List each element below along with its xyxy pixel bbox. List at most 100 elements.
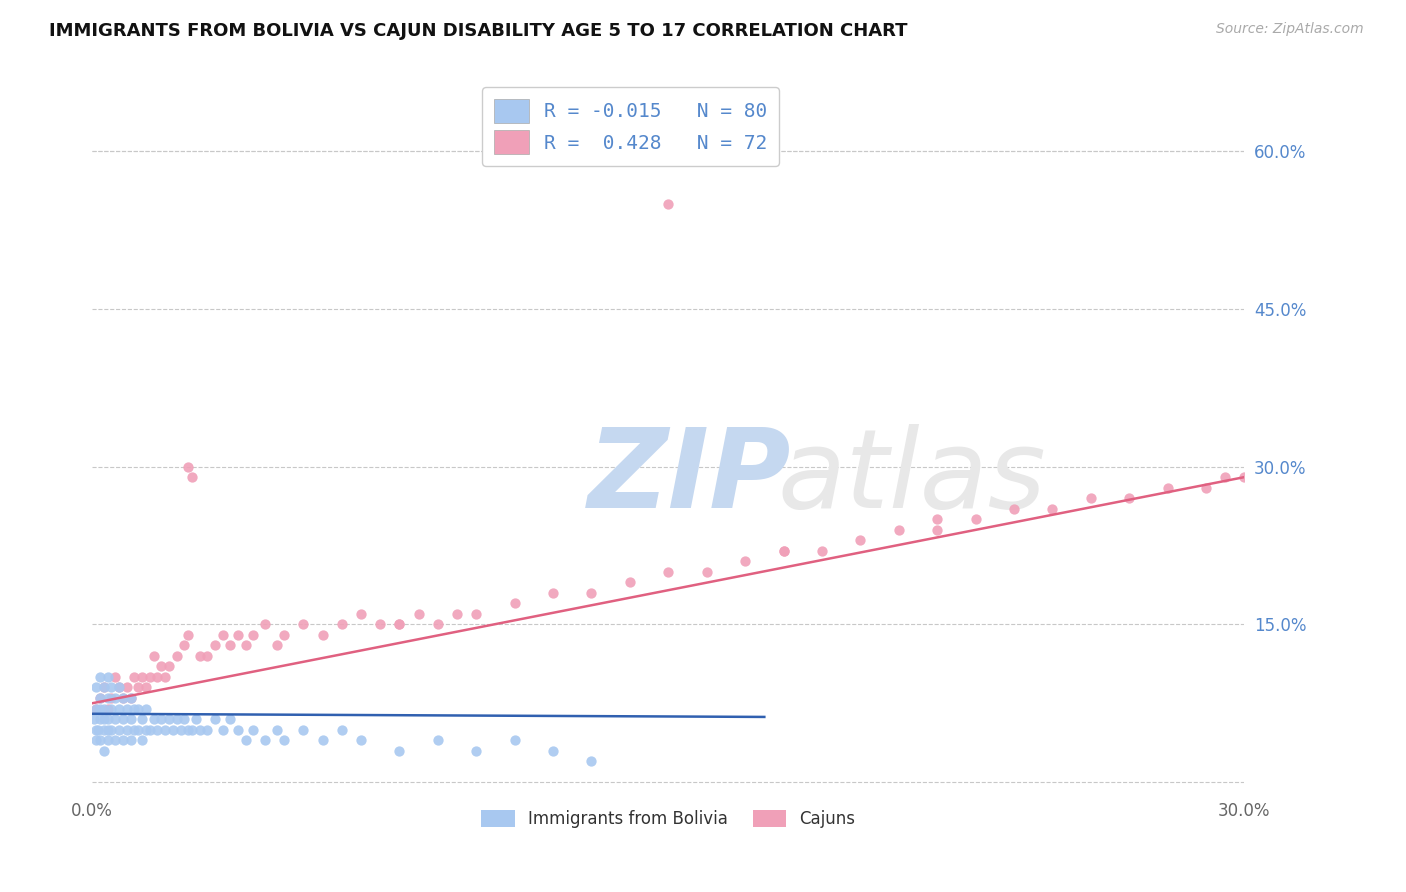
Point (1233, 470, 1256, 484)
Point (772, 543, 794, 558)
Point (242, 628, 264, 642)
Point (1040, 501, 1063, 516)
Point (811, 543, 834, 558)
Point (120, 691, 142, 706)
Point (89, 701, 111, 715)
Point (96, 701, 118, 715)
Point (111, 733, 134, 747)
Point (146, 670, 169, 684)
Point (266, 723, 288, 737)
Point (127, 681, 149, 695)
Point (772, 543, 794, 558)
Point (120, 691, 142, 706)
Point (188, 723, 211, 737)
Point (235, 733, 257, 747)
Point (93, 701, 115, 715)
Point (177, 459, 200, 474)
Point (1213, 470, 1236, 484)
Point (104, 670, 127, 684)
Point (120, 712, 142, 726)
Point (226, 723, 249, 737)
Point (93, 743, 115, 757)
Point (1271, 470, 1294, 484)
Text: IMMIGRANTS FROM BOLIVIA VS CAJUN DISABILITY AGE 5 TO 17 CORRELATION CHART: IMMIGRANTS FROM BOLIVIA VS CAJUN DISABIL… (49, 22, 908, 40)
Point (127, 723, 149, 737)
Point (127, 701, 149, 715)
Point (426, 617, 449, 632)
Point (104, 733, 127, 747)
Point (96, 691, 118, 706)
Point (153, 670, 176, 684)
Point (108, 723, 131, 737)
Point (131, 733, 153, 747)
Point (311, 733, 333, 747)
Point (226, 628, 249, 642)
Point (242, 723, 264, 737)
Point (211, 628, 233, 642)
Point (350, 607, 373, 621)
Point (135, 701, 157, 715)
Point (581, 586, 603, 600)
Point (204, 639, 226, 653)
Point (734, 554, 756, 568)
Point (157, 659, 180, 673)
Point (87, 723, 110, 737)
Point (135, 723, 157, 737)
Point (253, 617, 276, 632)
Point (96, 733, 118, 747)
Point (104, 712, 127, 726)
Point (150, 712, 173, 726)
Point (965, 512, 987, 526)
Text: Source: ZipAtlas.com: Source: ZipAtlas.com (1216, 22, 1364, 37)
Point (89, 733, 111, 747)
Point (849, 533, 872, 548)
Point (93, 681, 115, 695)
Point (465, 607, 488, 621)
Point (266, 639, 288, 653)
Point (89, 712, 111, 726)
Point (93, 681, 115, 695)
Point (177, 628, 200, 642)
Point (1002, 501, 1025, 516)
Point (135, 681, 157, 695)
Point (153, 723, 176, 737)
Point (166, 712, 188, 726)
Point (211, 723, 233, 737)
Point (100, 723, 122, 737)
Point (657, 196, 679, 211)
Point (124, 723, 146, 737)
Point (350, 733, 373, 747)
Point (181, 470, 204, 484)
Point (124, 701, 146, 715)
Point (541, 743, 564, 757)
Point (1195, 481, 1218, 495)
Point (108, 681, 131, 695)
Point (162, 723, 184, 737)
Point (541, 586, 564, 600)
Point (111, 691, 134, 706)
Point (84, 681, 107, 695)
Point (146, 723, 169, 737)
Point (887, 523, 910, 537)
Point (1118, 491, 1140, 505)
Point (388, 617, 411, 632)
Point (84, 723, 107, 737)
Point (273, 733, 295, 747)
Point (89, 691, 111, 706)
Point (177, 723, 200, 737)
Point (84, 701, 107, 715)
Point (111, 691, 134, 706)
Point (388, 743, 411, 757)
Text: atlas: atlas (778, 425, 1046, 532)
Legend: Immigrants from Bolivia, Cajuns: Immigrants from Bolivia, Cajuns (475, 803, 862, 834)
Point (108, 681, 131, 695)
Point (96, 712, 118, 726)
Point (120, 733, 142, 747)
Point (465, 743, 488, 757)
Point (84, 701, 107, 715)
Point (139, 723, 162, 737)
Point (219, 639, 242, 653)
Point (104, 691, 127, 706)
Point (330, 723, 353, 737)
Point (219, 712, 242, 726)
